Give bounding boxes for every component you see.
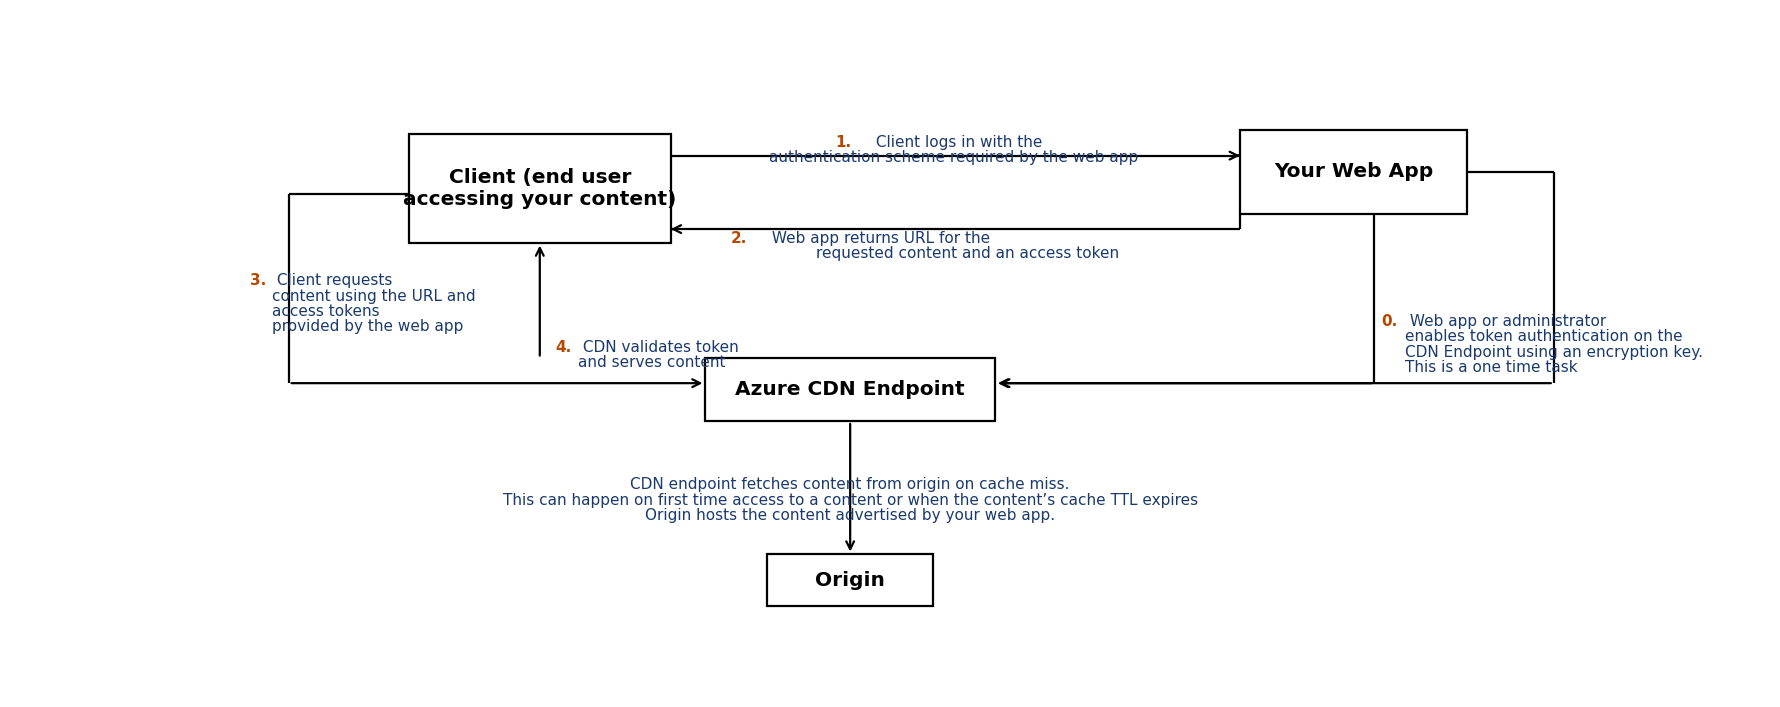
Bar [705, 358, 995, 421]
Text: CDN Endpoint using an encryption key.: CDN Endpoint using an encryption key. [1404, 344, 1703, 360]
Text: Web app returns URL for the: Web app returns URL for the [767, 231, 990, 246]
Text: Client requests: Client requests [272, 274, 393, 288]
Text: Azure CDN Endpoint: Azure CDN Endpoint [735, 380, 965, 399]
Text: CDN validates token: CDN validates token [578, 340, 739, 355]
Text: enables token authentication on the: enables token authentication on the [1404, 329, 1682, 344]
Bar [767, 554, 933, 606]
Text: 2.: 2. [730, 231, 748, 246]
Text: 3.: 3. [251, 274, 267, 288]
Text: This can happen on first time access to a content or when the content’s cache TT: This can happen on first time access to … [502, 493, 1198, 508]
Text: access tokens: access tokens [272, 304, 379, 319]
Text: content using the URL and: content using the URL and [272, 288, 475, 303]
Text: Client (end user
accessing your content): Client (end user accessing your content) [402, 168, 676, 209]
Text: Your Web App: Your Web App [1274, 163, 1433, 182]
Text: CDN endpoint fetches content from origin on cache miss.: CDN endpoint fetches content from origin… [630, 477, 1070, 493]
Text: 0.: 0. [1381, 314, 1397, 329]
Bar [409, 134, 671, 243]
Text: provided by the web app: provided by the web app [272, 319, 463, 334]
Text: Origin: Origin [815, 571, 885, 590]
Text: 4.: 4. [555, 340, 571, 355]
Text: Client logs in with the: Client logs in with the [870, 134, 1043, 149]
Bar [1241, 130, 1467, 214]
Text: 1.: 1. [835, 134, 851, 149]
Text: This is a one time task: This is a one time task [1404, 360, 1577, 375]
Text: authentication scheme required by the web app: authentication scheme required by the we… [769, 151, 1137, 165]
Text: Origin hosts the content advertised by your web app.: Origin hosts the content advertised by y… [644, 508, 1056, 523]
Text: and serves content: and serves content [578, 355, 726, 370]
Text: Web app or administrator: Web app or administrator [1404, 314, 1606, 329]
Text: requested content and an access token: requested content and an access token [815, 246, 1120, 261]
